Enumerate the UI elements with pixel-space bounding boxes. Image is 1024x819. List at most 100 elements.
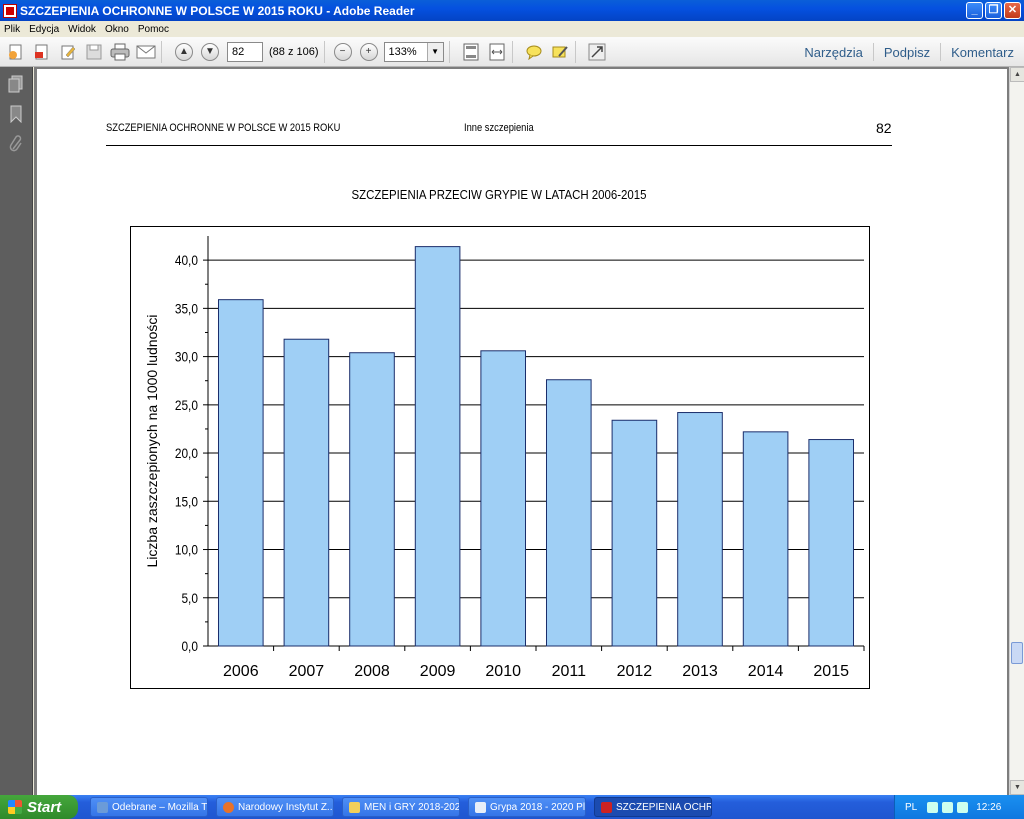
bookmarks-icon[interactable] — [6, 105, 26, 127]
vertical-scrollbar[interactable]: ▲ ▼ — [1009, 67, 1024, 795]
toolbar-divider — [940, 43, 942, 61]
toolbar-separator — [161, 40, 162, 63]
navigation-panel — [0, 67, 33, 795]
taskbar-item-label: Odebrane – Mozilla T... — [112, 801, 208, 813]
y-tick-label: 35,0 — [175, 300, 198, 316]
x-tick-label: 2010 — [485, 663, 521, 680]
fit-width-icon[interactable] — [487, 42, 507, 62]
save-icon[interactable] — [84, 42, 104, 62]
system-tray: PL 12:26 — [894, 795, 1024, 819]
y-tick-label: 10,0 — [175, 542, 198, 558]
edit-pdf-icon[interactable] — [58, 42, 78, 62]
highlight-icon[interactable] — [550, 42, 570, 62]
menu-edit[interactable]: Edycja — [29, 23, 60, 35]
start-label: Start — [27, 798, 62, 816]
sign-pane-button[interactable]: Podpisz — [883, 44, 931, 60]
thunderbird-icon — [97, 801, 108, 813]
start-button[interactable]: Start — [0, 795, 78, 819]
bar — [677, 412, 723, 647]
bar-chart: 0,0 5,0 10,0 15,0 20,0 25,0 30,0 35,0 40,0 2006 20… — [130, 226, 870, 689]
toolbar-separator — [574, 40, 576, 63]
tools-pane-button[interactable]: Narzędzia — [804, 44, 863, 60]
y-tick-label: 0,0 — [181, 638, 198, 654]
language-indicator[interactable]: PL — [905, 801, 918, 813]
taskbar-item-folder[interactable]: MEN i GRY 2018-2020 — [342, 797, 460, 817]
document-viewport[interactable]: SZCZEPIENIA OCHRONNE W POLSCE W 2015 ROK… — [34, 67, 1009, 795]
x-tick-label: 2008 — [354, 663, 390, 680]
fit-page-icon[interactable] — [461, 42, 481, 62]
next-page-button[interactable]: ▼ — [201, 42, 219, 61]
page-header-section: Inne szczepienia — [464, 122, 534, 134]
network-icon[interactable] — [942, 801, 954, 813]
x-tick-label: 2006 — [223, 663, 259, 680]
page-header-number: 82 — [876, 120, 892, 136]
menu-file[interactable]: Plik — [4, 23, 21, 35]
comment-icon[interactable] — [524, 42, 544, 62]
taskbar-item-document[interactable]: Grypa 2018 - 2020 Pl... — [468, 797, 586, 817]
bar — [349, 352, 395, 647]
chevron-down-icon[interactable]: ▼ — [426, 42, 443, 61]
taskbar-item-adobe-reader[interactable]: SZCZEPIENIA OCHR... — [594, 797, 712, 817]
zoom-out-button[interactable]: − — [333, 42, 352, 61]
bar — [414, 246, 461, 647]
y-tick-label: 20,0 — [175, 445, 198, 461]
x-tick-label: 2009 — [420, 663, 456, 680]
windows-logo-icon — [8, 800, 22, 814]
keyboard-icon[interactable] — [927, 801, 939, 813]
menu-help[interactable]: Pomoc — [137, 23, 169, 35]
attachments-icon[interactable] — [6, 135, 26, 157]
bar — [480, 350, 527, 647]
print-icon[interactable] — [110, 42, 130, 62]
header-rule — [106, 145, 892, 146]
menu-window[interactable]: Okno — [104, 23, 129, 35]
previous-page-button[interactable]: ▲ — [175, 42, 193, 61]
x-tick-label: 2014 — [748, 663, 784, 680]
toolbar-separator — [323, 40, 325, 63]
y-tick-label: 30,0 — [175, 349, 198, 365]
toolbar-separator — [448, 40, 450, 63]
scroll-up-arrow[interactable]: ▲ — [1010, 67, 1024, 82]
email-icon[interactable] — [136, 42, 156, 62]
volume-icon[interactable] — [957, 801, 969, 813]
bar — [611, 419, 658, 647]
minimize-button[interactable]: _ — [966, 2, 983, 19]
export-pdf-icon[interactable] — [32, 42, 52, 62]
folder-icon — [349, 801, 360, 813]
x-tick-label: 2012 — [617, 663, 653, 680]
x-tick-label: 2011 — [552, 663, 587, 680]
bar — [808, 439, 855, 647]
zoom-select[interactable]: 133% ▼ — [383, 41, 444, 62]
taskbar: Start Odebrane – Mozilla T... Narodowy I… — [0, 795, 1024, 819]
close-button[interactable]: ✕ — [1004, 2, 1021, 19]
y-tick-label: 40,0 — [175, 252, 198, 268]
page-thumbnails-icon[interactable] — [6, 75, 26, 97]
menu-bar: Plik Edycja Widok Okno Pomoc — [0, 21, 1024, 37]
comment-pane-button[interactable]: Komentarz — [951, 44, 1014, 60]
bar — [742, 431, 789, 647]
bar — [545, 379, 592, 647]
taskbar-item-label: Grypa 2018 - 2020 Pl... — [490, 801, 586, 813]
expand-icon[interactable] — [587, 42, 607, 62]
zoom-in-button[interactable]: + — [359, 42, 378, 61]
y-tick-label: 15,0 — [175, 493, 198, 509]
bar — [217, 299, 264, 647]
page-number-input[interactable] — [227, 41, 263, 62]
scroll-down-arrow[interactable]: ▼ — [1010, 780, 1024, 795]
create-pdf-icon[interactable] — [6, 42, 26, 62]
menu-view[interactable]: Widok — [68, 23, 96, 35]
taskbar-item-thunderbird[interactable]: Odebrane – Mozilla T... — [90, 797, 208, 817]
scroll-thumb[interactable] — [1011, 642, 1023, 664]
firefox-icon — [223, 801, 234, 813]
page-header-title: SZCZEPIENIA OCHRONNE W POLSCE W 2015 ROK… — [106, 122, 341, 134]
toolbar: ▲ ▼ (88 z 106) − + 133% ▼ Narzędzia — [0, 37, 1024, 67]
adobe-reader-icon — [3, 3, 17, 18]
page-count: (88 z 106) — [269, 45, 319, 58]
restore-button[interactable]: ❐ — [985, 2, 1002, 19]
clock[interactable]: 12:26 — [976, 801, 1002, 813]
y-axis-label: Liczba zaszczepionych na 1000 ludności — [144, 315, 160, 568]
taskbar-item-firefox[interactable]: Narodowy Instytut Z... — [216, 797, 334, 817]
window-title: SZCZEPIENIA OCHRONNE W POLSCE W 2015 ROK… — [20, 3, 415, 18]
taskbar-item-label: MEN i GRY 2018-2020 — [364, 801, 460, 813]
x-tick-label: 2015 — [813, 663, 849, 680]
